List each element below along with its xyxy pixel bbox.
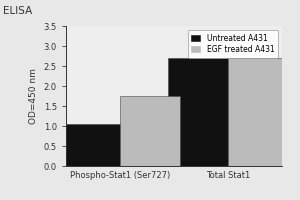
Bar: [167, 58, 228, 166]
Bar: [59, 124, 120, 166]
Bar: [120, 96, 181, 166]
Y-axis label: OD=450 nm: OD=450 nm: [29, 68, 38, 124]
Legend: Untreated A431, EGF treated A431: Untreated A431, EGF treated A431: [188, 30, 278, 58]
Text: ELISA: ELISA: [3, 6, 32, 16]
Bar: [228, 58, 289, 166]
